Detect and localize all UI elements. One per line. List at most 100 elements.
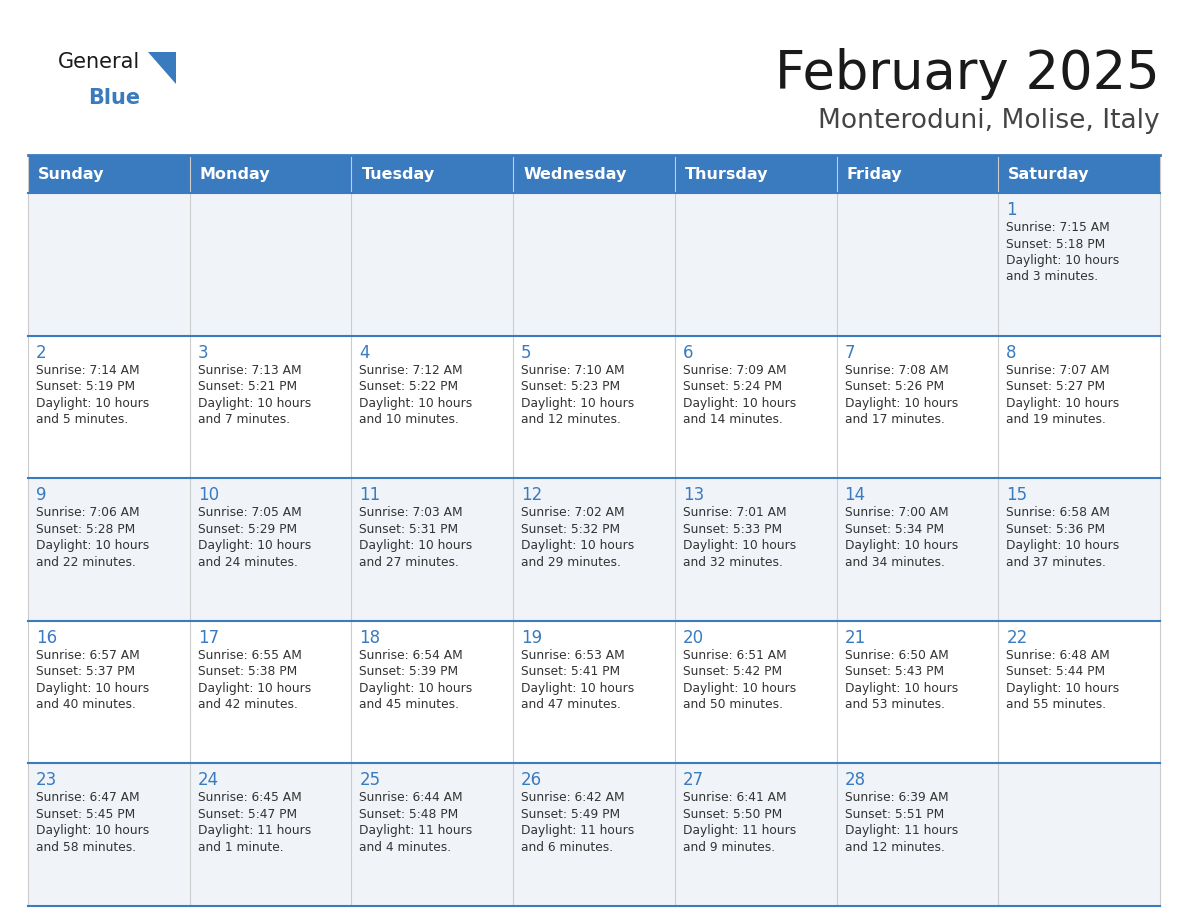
Text: Sunset: 5:45 PM: Sunset: 5:45 PM bbox=[36, 808, 135, 821]
Bar bbox=[675, 621, 836, 764]
Text: 23: 23 bbox=[36, 771, 57, 789]
Text: Daylight: 10 hours: Daylight: 10 hours bbox=[683, 682, 796, 695]
Text: Daylight: 10 hours: Daylight: 10 hours bbox=[360, 682, 473, 695]
Text: Sunrise: 7:08 AM: Sunrise: 7:08 AM bbox=[845, 364, 948, 376]
Text: and 4 minutes.: and 4 minutes. bbox=[360, 841, 451, 854]
Bar bbox=[352, 193, 513, 336]
Text: Daylight: 10 hours: Daylight: 10 hours bbox=[197, 397, 311, 409]
Bar bbox=[836, 155, 998, 193]
Bar bbox=[29, 764, 190, 906]
Text: Daylight: 10 hours: Daylight: 10 hours bbox=[36, 397, 150, 409]
Bar bbox=[675, 336, 836, 478]
Text: Daylight: 10 hours: Daylight: 10 hours bbox=[522, 397, 634, 409]
Text: and 55 minutes.: and 55 minutes. bbox=[1006, 699, 1106, 711]
Text: and 22 minutes.: and 22 minutes. bbox=[36, 555, 135, 568]
Text: Sunrise: 6:50 AM: Sunrise: 6:50 AM bbox=[845, 649, 948, 662]
Text: Daylight: 11 hours: Daylight: 11 hours bbox=[197, 824, 311, 837]
Bar bbox=[29, 155, 190, 193]
Text: Sunrise: 7:01 AM: Sunrise: 7:01 AM bbox=[683, 506, 786, 520]
Text: and 58 minutes.: and 58 minutes. bbox=[36, 841, 137, 854]
Text: and 24 minutes.: and 24 minutes. bbox=[197, 555, 297, 568]
Text: Daylight: 10 hours: Daylight: 10 hours bbox=[36, 682, 150, 695]
Text: Sunrise: 7:02 AM: Sunrise: 7:02 AM bbox=[522, 506, 625, 520]
Bar bbox=[836, 764, 998, 906]
Text: Sunset: 5:22 PM: Sunset: 5:22 PM bbox=[360, 380, 459, 393]
Bar bbox=[836, 478, 998, 621]
Text: Sunrise: 6:53 AM: Sunrise: 6:53 AM bbox=[522, 649, 625, 662]
Text: Sunrise: 6:57 AM: Sunrise: 6:57 AM bbox=[36, 649, 140, 662]
Bar bbox=[29, 336, 190, 478]
Text: Daylight: 10 hours: Daylight: 10 hours bbox=[683, 539, 796, 553]
Bar bbox=[352, 155, 513, 193]
Text: Sunset: 5:29 PM: Sunset: 5:29 PM bbox=[197, 522, 297, 536]
Text: 7: 7 bbox=[845, 343, 855, 362]
Text: 3: 3 bbox=[197, 343, 208, 362]
Text: Daylight: 10 hours: Daylight: 10 hours bbox=[360, 539, 473, 553]
Bar bbox=[513, 155, 675, 193]
Text: Daylight: 10 hours: Daylight: 10 hours bbox=[845, 397, 958, 409]
Text: Sunset: 5:31 PM: Sunset: 5:31 PM bbox=[360, 522, 459, 536]
Text: February 2025: February 2025 bbox=[776, 48, 1159, 100]
Bar bbox=[836, 336, 998, 478]
Bar bbox=[352, 621, 513, 764]
Text: and 7 minutes.: and 7 minutes. bbox=[197, 413, 290, 426]
Text: Daylight: 10 hours: Daylight: 10 hours bbox=[197, 539, 311, 553]
Text: Sunset: 5:39 PM: Sunset: 5:39 PM bbox=[360, 666, 459, 678]
Text: and 34 minutes.: and 34 minutes. bbox=[845, 555, 944, 568]
Text: and 6 minutes.: and 6 minutes. bbox=[522, 841, 613, 854]
Text: Monteroduni, Molise, Italy: Monteroduni, Molise, Italy bbox=[819, 108, 1159, 134]
Text: Daylight: 10 hours: Daylight: 10 hours bbox=[522, 682, 634, 695]
Text: 24: 24 bbox=[197, 771, 219, 789]
Text: 18: 18 bbox=[360, 629, 380, 647]
Text: Sunrise: 6:47 AM: Sunrise: 6:47 AM bbox=[36, 791, 140, 804]
Text: and 12 minutes.: and 12 minutes. bbox=[522, 413, 621, 426]
Text: and 9 minutes.: and 9 minutes. bbox=[683, 841, 775, 854]
Bar bbox=[513, 193, 675, 336]
Text: Sunrise: 7:03 AM: Sunrise: 7:03 AM bbox=[360, 506, 463, 520]
Text: Daylight: 11 hours: Daylight: 11 hours bbox=[522, 824, 634, 837]
Polygon shape bbox=[148, 52, 176, 84]
Text: Daylight: 10 hours: Daylight: 10 hours bbox=[197, 682, 311, 695]
Text: 11: 11 bbox=[360, 487, 380, 504]
Text: Sunrise: 6:51 AM: Sunrise: 6:51 AM bbox=[683, 649, 786, 662]
Text: Sunset: 5:47 PM: Sunset: 5:47 PM bbox=[197, 808, 297, 821]
Text: Sunrise: 7:14 AM: Sunrise: 7:14 AM bbox=[36, 364, 140, 376]
Text: Friday: Friday bbox=[847, 166, 902, 182]
Text: Sunset: 5:49 PM: Sunset: 5:49 PM bbox=[522, 808, 620, 821]
Text: 28: 28 bbox=[845, 771, 866, 789]
Text: Sunset: 5:33 PM: Sunset: 5:33 PM bbox=[683, 522, 782, 536]
Text: 2: 2 bbox=[36, 343, 46, 362]
Text: and 12 minutes.: and 12 minutes. bbox=[845, 841, 944, 854]
Text: Sunset: 5:28 PM: Sunset: 5:28 PM bbox=[36, 522, 135, 536]
Text: Sunset: 5:44 PM: Sunset: 5:44 PM bbox=[1006, 666, 1105, 678]
Text: 25: 25 bbox=[360, 771, 380, 789]
Text: Thursday: Thursday bbox=[684, 166, 769, 182]
Text: Daylight: 10 hours: Daylight: 10 hours bbox=[683, 397, 796, 409]
Text: Monday: Monday bbox=[200, 166, 271, 182]
Text: Wednesday: Wednesday bbox=[523, 166, 626, 182]
Bar bbox=[998, 478, 1159, 621]
Text: 4: 4 bbox=[360, 343, 369, 362]
Text: General: General bbox=[58, 52, 140, 72]
Text: Sunset: 5:21 PM: Sunset: 5:21 PM bbox=[197, 380, 297, 393]
Text: 19: 19 bbox=[522, 629, 542, 647]
Text: Sunrise: 6:58 AM: Sunrise: 6:58 AM bbox=[1006, 506, 1110, 520]
Text: and 45 minutes.: and 45 minutes. bbox=[360, 699, 460, 711]
Text: Tuesday: Tuesday bbox=[361, 166, 435, 182]
Text: Sunday: Sunday bbox=[38, 166, 105, 182]
Bar bbox=[190, 336, 352, 478]
Bar bbox=[675, 155, 836, 193]
Text: Daylight: 10 hours: Daylight: 10 hours bbox=[36, 539, 150, 553]
Bar bbox=[675, 764, 836, 906]
Text: 10: 10 bbox=[197, 487, 219, 504]
Text: Daylight: 10 hours: Daylight: 10 hours bbox=[845, 682, 958, 695]
Text: Sunrise: 6:45 AM: Sunrise: 6:45 AM bbox=[197, 791, 302, 804]
Bar bbox=[836, 193, 998, 336]
Bar bbox=[513, 621, 675, 764]
Text: and 32 minutes.: and 32 minutes. bbox=[683, 555, 783, 568]
Text: Sunset: 5:32 PM: Sunset: 5:32 PM bbox=[522, 522, 620, 536]
Text: 20: 20 bbox=[683, 629, 704, 647]
Text: and 29 minutes.: and 29 minutes. bbox=[522, 555, 621, 568]
Text: 9: 9 bbox=[36, 487, 46, 504]
Text: and 27 minutes.: and 27 minutes. bbox=[360, 555, 460, 568]
